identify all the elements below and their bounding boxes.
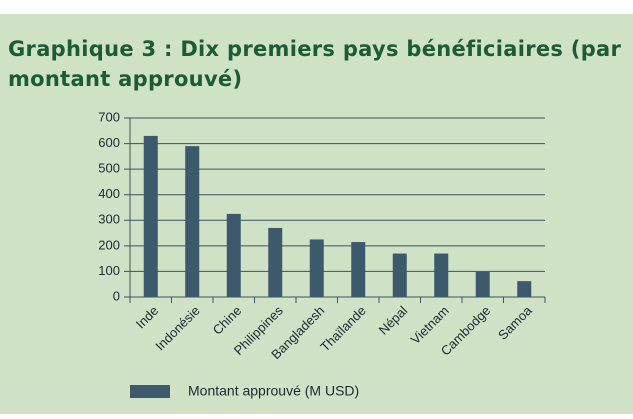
- y-tick-label: 500: [98, 161, 120, 176]
- legend-swatch: [130, 385, 170, 398]
- y-tick-label: 200: [98, 237, 120, 252]
- legend-label: Montant approuvé (M USD): [188, 383, 359, 399]
- bar: [226, 213, 241, 297]
- y-tick-label: 600: [98, 135, 120, 150]
- bar: [517, 281, 532, 297]
- y-tick-label: 300: [98, 212, 120, 227]
- chart-title: Graphique 3 : Dix premiers pays bénéfici…: [8, 37, 622, 61]
- bar: [434, 253, 449, 297]
- y-tick-label: 100: [98, 263, 120, 278]
- y-tick-label: 700: [98, 109, 120, 124]
- y-tick-label: 0: [113, 288, 120, 303]
- chart-title: montant approuvé): [8, 67, 242, 91]
- bar: [185, 146, 200, 297]
- panel: [0, 14, 633, 414]
- bar: [309, 239, 324, 297]
- bar: [143, 135, 158, 297]
- bar: [351, 242, 366, 297]
- bar: [475, 271, 490, 297]
- bar: [268, 227, 283, 297]
- y-tick-label: 400: [98, 186, 120, 201]
- bar: [392, 253, 407, 297]
